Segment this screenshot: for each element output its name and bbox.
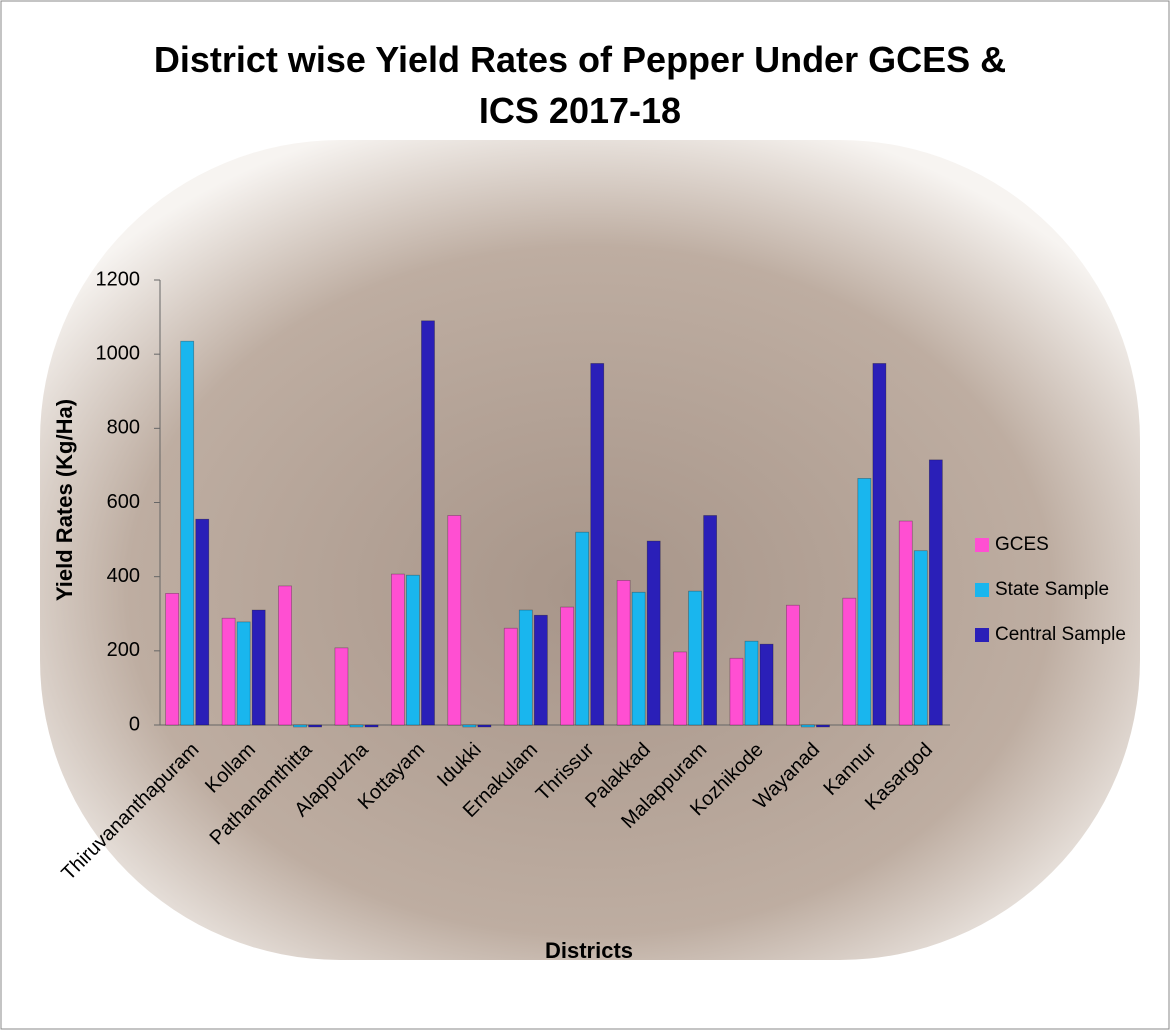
bar [334,647,349,726]
bar [278,585,292,726]
legend-swatch [975,538,989,552]
bar [421,320,435,726]
bar [560,606,575,726]
bar [688,590,702,726]
bar [349,724,364,728]
bar [293,724,307,728]
bar [406,574,420,726]
bar [364,724,379,728]
bar [857,478,872,726]
y-tick-label: 800 [107,417,140,439]
bar [928,459,943,726]
bar [503,627,518,726]
bar [786,604,800,726]
background-image [40,140,1140,960]
bar [759,643,774,726]
bar [518,609,533,726]
legend-swatch [975,583,989,597]
bar [236,621,251,726]
bar [842,597,857,726]
y-tick-label: 1200 [96,268,141,290]
bar [533,614,548,726]
bar [616,580,631,726]
bar [251,609,266,726]
bar [590,363,605,726]
bar [195,518,210,726]
bar [872,363,887,726]
bar [729,657,744,726]
y-tick-label: 200 [107,639,140,661]
legend-label: Central Sample [995,624,1126,645]
bar [447,515,462,726]
legend-label: GCES [995,534,1049,555]
bar [646,540,661,726]
y-tick-label: 400 [107,565,140,587]
bar [744,640,759,726]
bar [477,724,492,728]
bar [221,617,236,726]
bar [703,515,717,726]
bar [391,573,405,726]
bar [308,724,322,728]
x-axis-title: Districts [545,938,633,963]
legend-label: State Sample [995,579,1109,600]
bar [631,591,646,726]
chart-title: District wise Yield Rates of Pepper Unde… [154,39,1006,131]
bar [165,593,180,726]
y-tick-label: 600 [107,491,140,513]
y-tick-label: 1000 [96,342,141,364]
bar [898,520,913,726]
bar [575,531,590,726]
legend-swatch [975,628,989,642]
y-tick-label: 0 [129,713,140,735]
bar [816,724,830,728]
bar [673,651,687,726]
y-axis-title: Yield Rates (Kg/Ha) [52,399,77,601]
bar [913,550,928,726]
bar [462,724,477,728]
bar [180,340,195,726]
bar [801,724,815,728]
